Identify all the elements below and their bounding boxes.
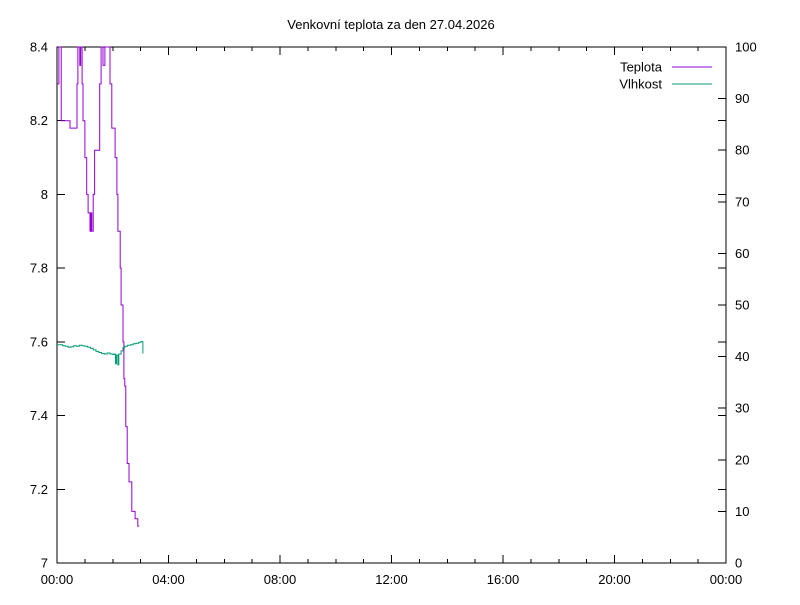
y-right-tick-label: 80 (735, 143, 749, 158)
y-right-tick-label: 20 (735, 452, 749, 467)
x-tick-label: 16:00 (487, 572, 520, 587)
temperature-line (57, 46, 140, 527)
y-left-tick-label: 7.2 (30, 482, 48, 497)
y-right-tick-label: 40 (735, 349, 749, 364)
y-right-tick-label: 90 (735, 91, 749, 106)
x-tick-label: 00:00 (41, 572, 74, 587)
y-right-tick-label: 0 (735, 556, 742, 571)
y-left-tick-label: 7.6 (30, 334, 48, 349)
y-left-tick-label: 8.2 (30, 113, 48, 128)
x-tick-label: 00:00 (710, 572, 743, 587)
y-left-tick-label: 7 (41, 556, 48, 571)
x-tick-label: 04:00 (152, 572, 185, 587)
y-left-tick-label: 8.4 (30, 40, 48, 55)
humidity-line (57, 341, 144, 366)
legend-label-temperature: Teplota (620, 60, 663, 75)
chart-title: Venkovní teplota za den 27.04.2026 (287, 17, 494, 32)
y-right-tick-label: 70 (735, 194, 749, 209)
y-right-tick-label: 30 (735, 401, 749, 416)
x-tick-label: 12:00 (375, 572, 408, 587)
x-tick-label: 20:00 (598, 572, 631, 587)
plot-border (56, 46, 727, 564)
x-tick-label: 08:00 (264, 572, 297, 587)
y-left-tick-label: 7.4 (30, 408, 48, 423)
legend-label-humidity: Vlhkost (619, 77, 662, 92)
legend: Teplota Vlhkost (619, 60, 712, 92)
y-right-tick-label: 50 (735, 298, 749, 313)
y-left-tick-label: 8 (41, 187, 48, 202)
y-right-tick-label: 10 (735, 504, 749, 519)
y-right-tick-label: 60 (735, 246, 749, 261)
y-left-tick-label: 7.8 (30, 261, 48, 276)
y-right-tick-label: 100 (735, 40, 757, 55)
